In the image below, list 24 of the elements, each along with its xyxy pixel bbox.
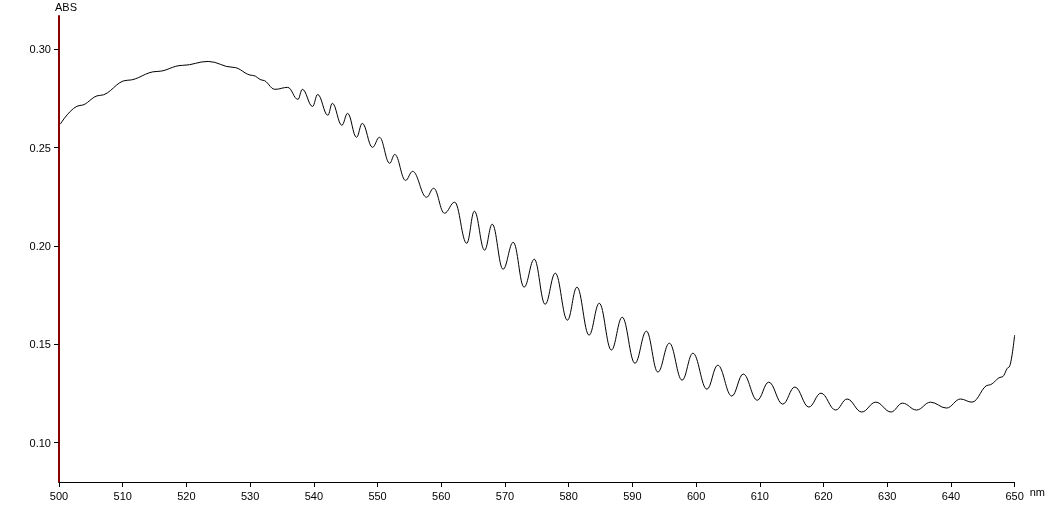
- x-tick-label: 580: [559, 489, 578, 502]
- x-tick-label: 530: [240, 489, 260, 502]
- y-tick-label: 0.25: [29, 141, 51, 154]
- x-tick-label: 600: [686, 489, 706, 502]
- x-tick-label: 610: [750, 489, 769, 502]
- x-tick-label: 520: [177, 489, 196, 502]
- x-tick-label: 630: [878, 489, 897, 502]
- x-tick-label: 570: [495, 489, 515, 502]
- y-axis-title: ABS: [55, 0, 78, 13]
- y-tick-label: 0.10: [29, 436, 51, 449]
- x-tick-label: 500: [49, 489, 69, 502]
- x-tick-label: 560: [432, 489, 451, 502]
- x-tick-label: 590: [623, 489, 642, 502]
- x-tick-label: 510: [113, 489, 132, 502]
- x-tick-label: 550: [368, 489, 387, 502]
- x-tick-label: 650: [1005, 489, 1024, 502]
- x-tick-label: 540: [304, 489, 324, 502]
- line-series: [59, 60, 1016, 413]
- y-tick-label: 0.15: [29, 338, 51, 351]
- x-tick-label: 620: [814, 489, 833, 502]
- x-tick-label: 640: [941, 489, 961, 502]
- x-axis-title: nm: [1029, 485, 1045, 498]
- y-tick-label: 0.30: [29, 43, 51, 56]
- y-tick-label: 0.20: [29, 240, 51, 253]
